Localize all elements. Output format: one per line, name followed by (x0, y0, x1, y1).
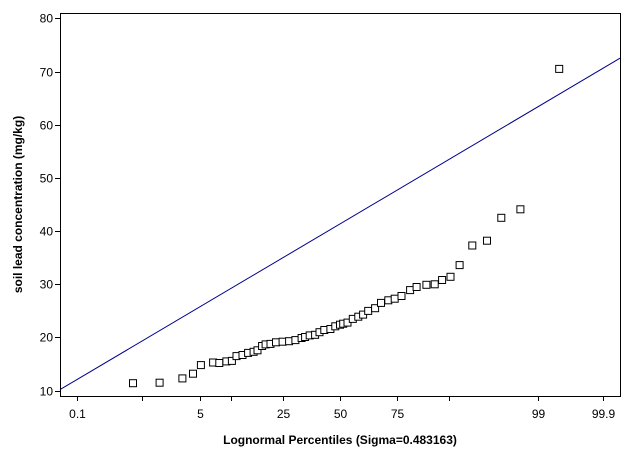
y-tick-label: 50 (40, 172, 54, 186)
y-tick-label: 70 (40, 66, 54, 80)
x-axis-ticks: 0.1 5 25 50 75 99 99.9 (69, 396, 616, 421)
fit-line-layer (59, 57, 621, 391)
data-point (446, 272, 455, 281)
y-tick-label: 40 (40, 225, 54, 239)
data-point (483, 236, 491, 245)
data-point (422, 280, 431, 289)
x-tick-label: 99.9 (592, 407, 616, 421)
y-tick-label: 60 (40, 119, 54, 133)
fit-line (59, 57, 621, 391)
y-tick-label: 30 (40, 278, 54, 292)
data-point (364, 306, 373, 315)
data-point (377, 298, 385, 307)
x-tick-label: 5 (197, 407, 204, 421)
x-tick-label: 25 (277, 407, 291, 421)
data-point (397, 292, 406, 300)
data-point (555, 64, 564, 73)
data-point (412, 283, 421, 291)
x-tick-label: 50 (334, 407, 348, 421)
data-points (129, 64, 564, 388)
y-tick-label: 80 (40, 12, 54, 26)
y-tick-label: 20 (40, 331, 54, 345)
data-point (497, 213, 506, 222)
data-point (438, 276, 447, 284)
x-tick-label: 0.1 (69, 407, 86, 421)
y-tick-label: 10 (40, 385, 54, 399)
data-point (455, 261, 464, 270)
data-point (178, 374, 187, 383)
x-axis-title: Lognormal Percentiles (Sigma=0.483163) (223, 433, 457, 447)
data-point (406, 286, 415, 295)
data-point (129, 379, 137, 388)
data-point (516, 205, 525, 214)
data-point (215, 359, 224, 367)
data-point (272, 338, 280, 347)
data-point (196, 361, 205, 370)
data-point (253, 346, 262, 355)
x-tick-label: 99 (532, 407, 546, 421)
y-axis-title: soil lead concentration (mg/kg) (11, 116, 25, 293)
data-point (468, 241, 477, 250)
data-point (155, 378, 164, 387)
data-point (189, 369, 197, 378)
data-point (390, 294, 399, 303)
data-point (430, 280, 439, 289)
y-axis-ticks: 10 20 30 40 50 60 70 80 (40, 12, 60, 399)
data-point (278, 337, 287, 346)
data-point (227, 356, 236, 365)
x-tick-label: 75 (391, 407, 405, 421)
data-point (371, 304, 380, 313)
